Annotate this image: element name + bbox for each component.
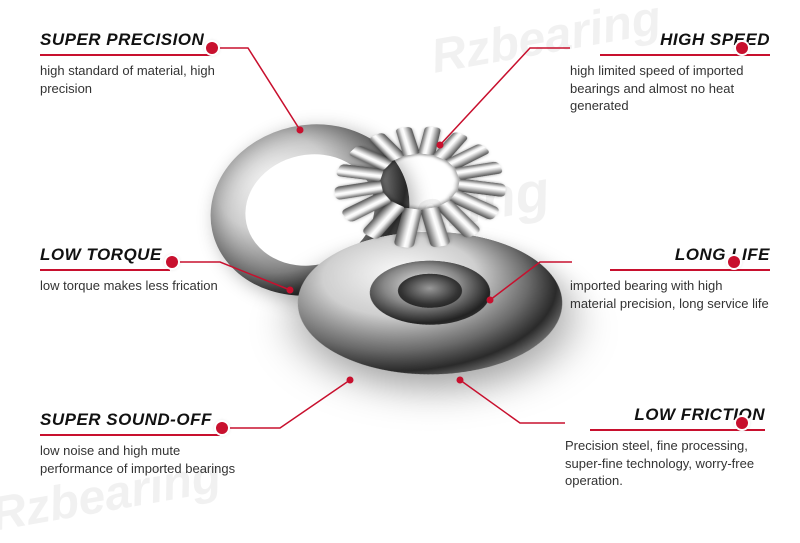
callout-dot: [166, 256, 178, 268]
callout-dot: [736, 42, 748, 54]
callout-description: Precision steel, fine processing, super-…: [565, 437, 765, 490]
callout-title: SUPER SOUND-OFF: [40, 410, 240, 430]
callout-title: LOW TORQUE: [40, 245, 240, 265]
callout-description: imported bearing with high material prec…: [570, 277, 770, 312]
callout-underline: [40, 54, 212, 56]
callout-long-life: LONG LIFE imported bearing with high mate…: [570, 245, 770, 312]
callout-dot: [216, 422, 228, 434]
cone-cup-assembly: [290, 226, 604, 389]
callout-underline: [590, 429, 765, 431]
callout-description: low noise and high mute performance of i…: [40, 442, 240, 477]
bearing-product-image: [250, 80, 550, 440]
callout-underline: [40, 434, 220, 436]
callout-underline: [600, 54, 770, 56]
callout-dot: [206, 42, 218, 54]
callout-dot: [728, 256, 740, 268]
callout-title: LOW FRICTION: [565, 405, 765, 425]
callout-super-precision: SUPER PRECISIONhigh standard of material…: [40, 30, 240, 97]
callout-title: LONG LIFE: [570, 245, 770, 265]
callout-underline: [40, 269, 170, 271]
callout-underline: [610, 269, 770, 271]
callout-low-torque: LOW TORQUE low torque makes less fricatio…: [40, 245, 240, 295]
callout-low-friction: LOW FRICTION Precision steel, fine proces…: [565, 405, 765, 490]
callout-description: high standard of material, high precisio…: [40, 62, 240, 97]
callout-dot: [736, 417, 748, 429]
callout-description: low torque makes less frication: [40, 277, 240, 295]
callout-description: high limited speed of imported bearings …: [570, 62, 770, 115]
callout-super-sound-off: SUPER SOUND-OFF low noise and high mute p…: [40, 410, 240, 477]
